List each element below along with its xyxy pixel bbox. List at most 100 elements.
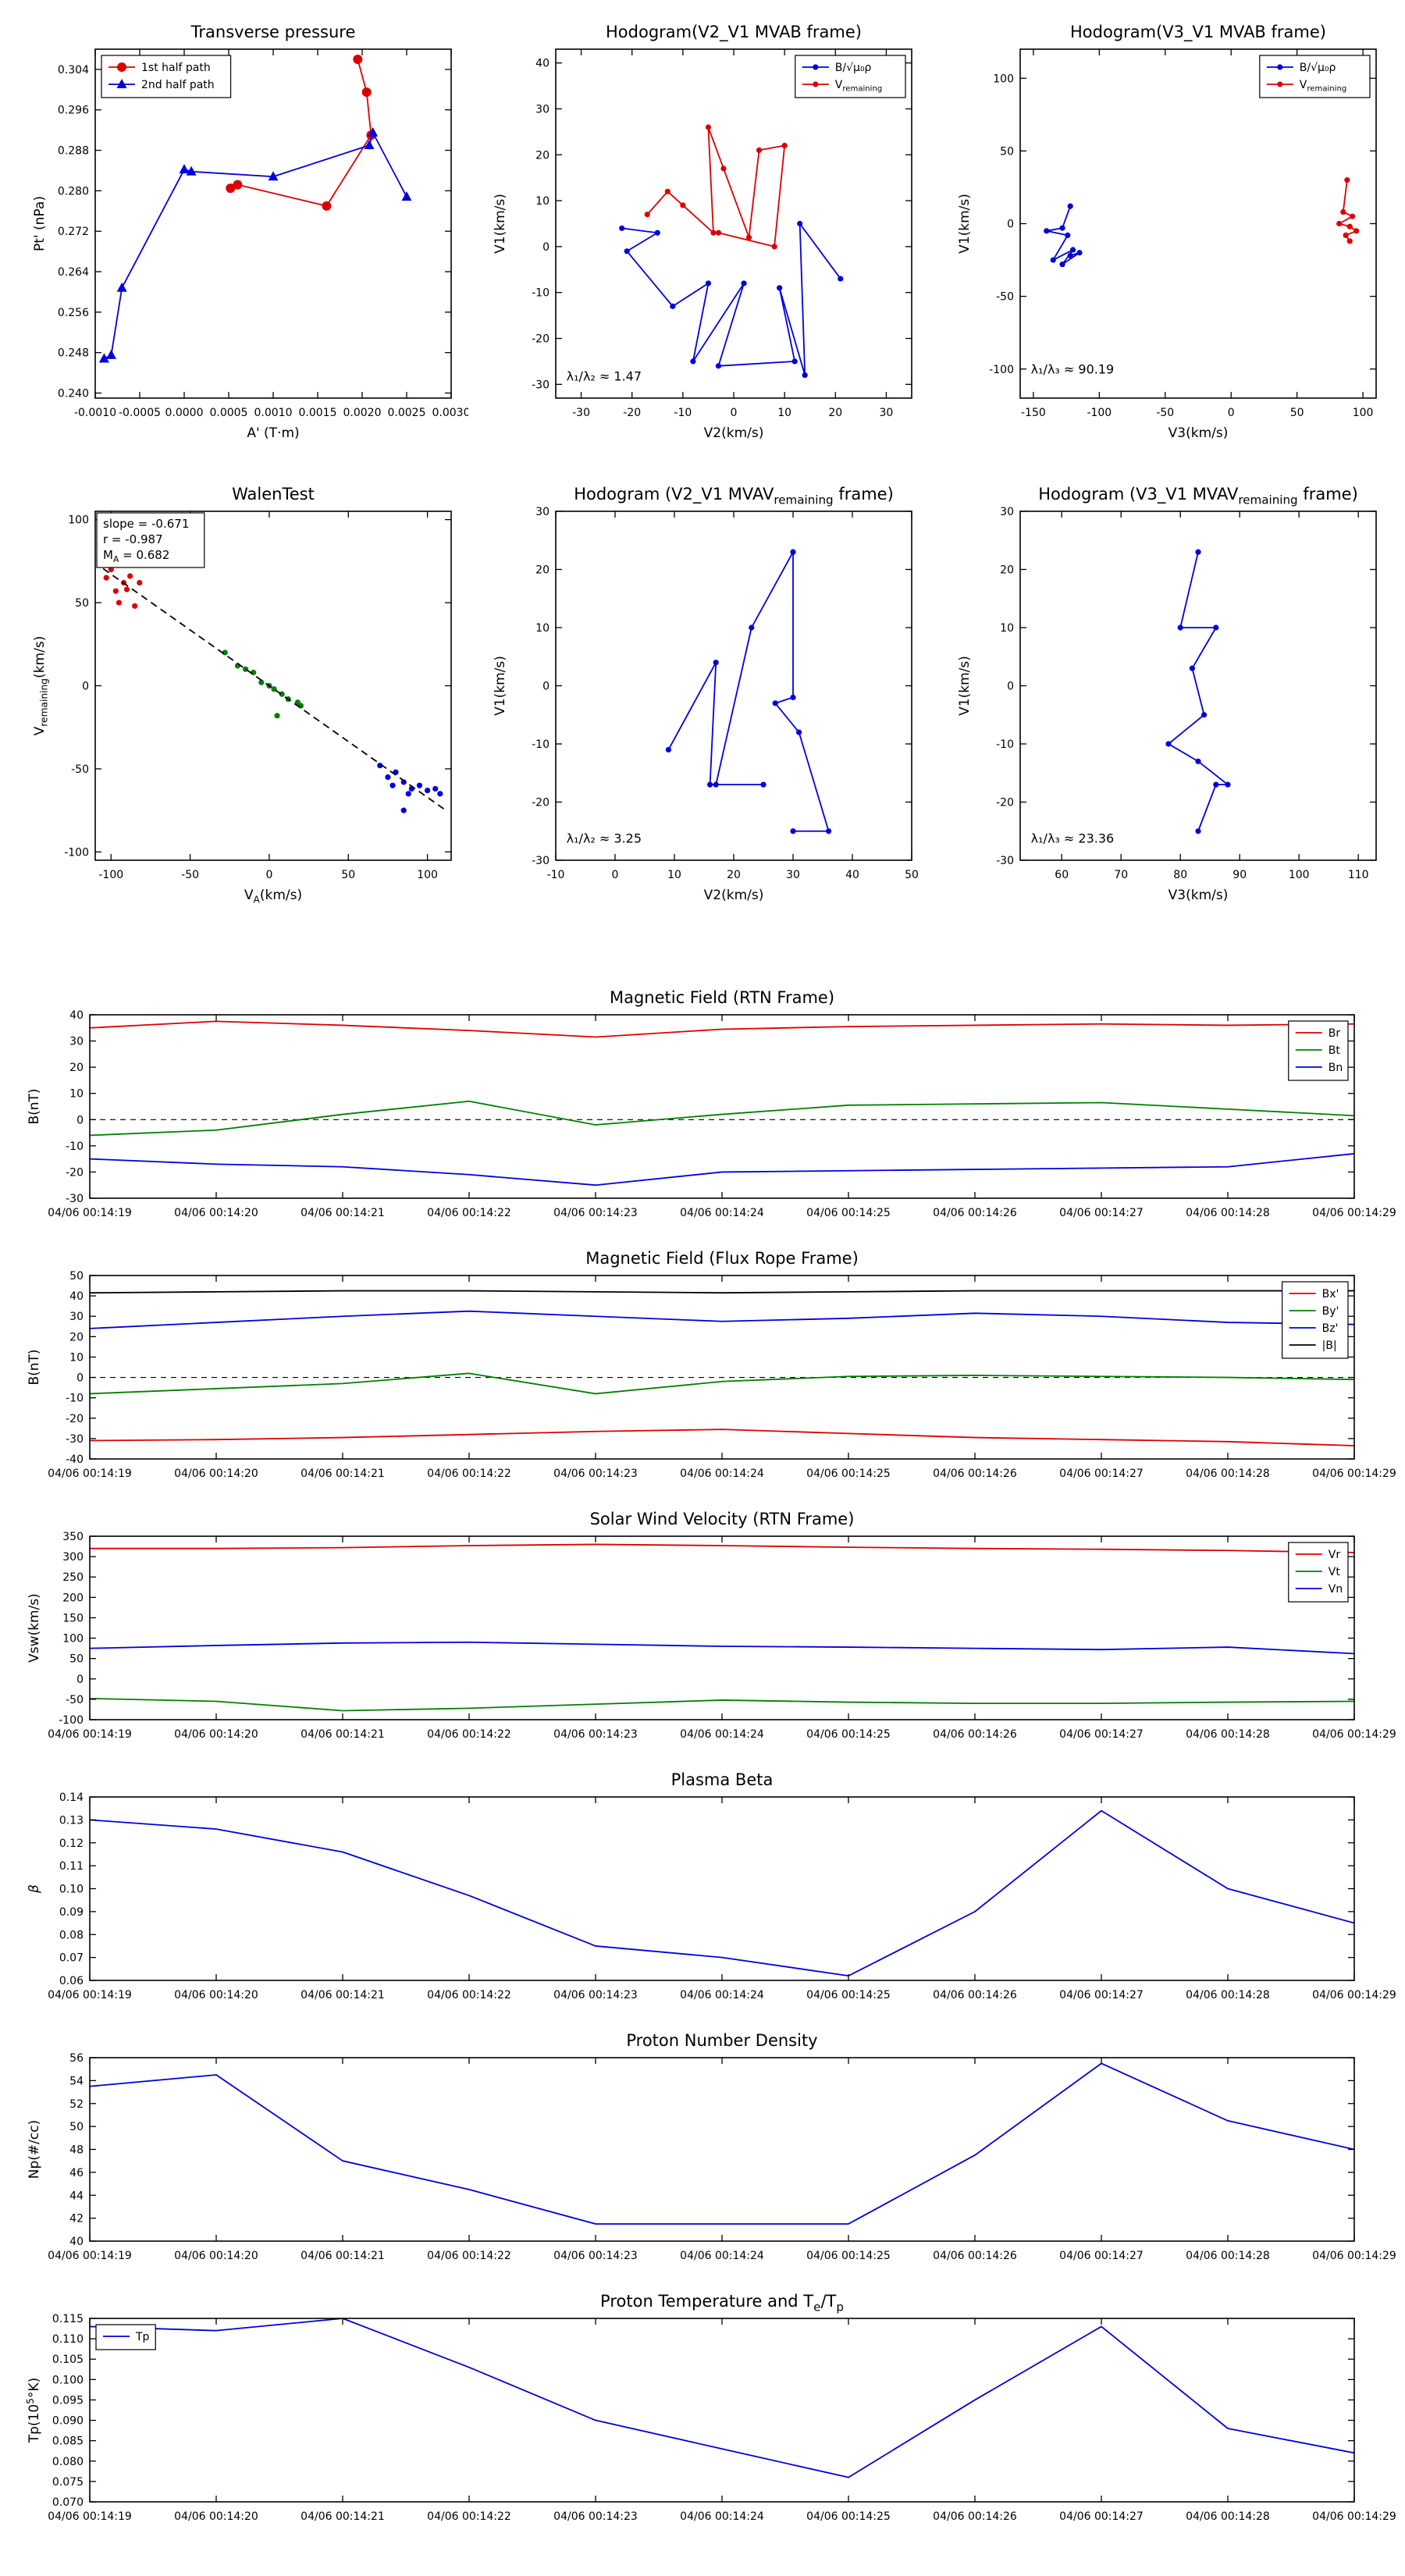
- svg-text:30: 30: [535, 506, 550, 518]
- svg-text:100: 100: [62, 1633, 84, 1646]
- svg-text:Vremaining​: Vremaining​: [1300, 79, 1346, 94]
- svg-text:56: 56: [69, 2052, 84, 2065]
- chart-hodogram-v2v1-mvav: Hodogram (V2_V1 MVAVremaining​ frame) -10…: [468, 476, 929, 913]
- svg-text:WalenTest: WalenTest: [232, 485, 315, 503]
- svg-text:Hodogram(V3_V1 MVAB frame): Hodogram(V3_V1 MVAB frame): [1070, 23, 1326, 42]
- svg-text:VA​(km/s): VA​(km/s): [244, 888, 302, 905]
- svg-text:100: 100: [1289, 869, 1310, 881]
- chart-hodogram-v3v1-mvab: Hodogram(V3_V1 MVAB frame) -150 -100 -50 0 50…: [933, 14, 1393, 451]
- svg-text:-10: -10: [532, 287, 550, 300]
- svg-text:04/06 00:14:26: 04/06 00:14:26: [933, 2510, 1017, 2523]
- svg-text:04/06 00:14:23: 04/06 00:14:23: [553, 2510, 638, 2523]
- svg-text:50: 50: [341, 869, 355, 881]
- svg-text:04/06 00:14:23: 04/06 00:14:23: [553, 1989, 638, 2001]
- svg-text:04/06 00:14:27: 04/06 00:14:27: [1059, 2250, 1144, 2262]
- svg-text:Magnetic Field (RTN Frame): Magnetic Field (RTN Frame): [610, 988, 834, 1007]
- svg-text:04/06 00:14:29: 04/06 00:14:29: [1312, 2510, 1396, 2523]
- svg-text:0.10: 0.10: [59, 1884, 84, 1896]
- svg-text:04/06 00:14:21: 04/06 00:14:21: [301, 1468, 385, 1480]
- svg-text:-30: -30: [532, 855, 550, 867]
- svg-text:-30: -30: [996, 855, 1014, 867]
- svg-text:04/06 00:14:19: 04/06 00:14:19: [48, 2510, 132, 2523]
- svg-text:V1(km/s): V1(km/s): [493, 194, 508, 254]
- svg-text:0.095: 0.095: [52, 2394, 84, 2407]
- plot-hodogram-v3v1-mvav: Hodogram (V3_V1 MVAVremaining​ frame) 60 7…: [957, 485, 1377, 903]
- svg-text:Vremaining​(km/s): Vremaining​(km/s): [32, 636, 49, 736]
- svg-text:V1(km/s): V1(km/s): [957, 656, 973, 716]
- svg-text:04/06 00:14:26: 04/06 00:14:26: [933, 1989, 1017, 2001]
- svg-text:Bz': Bz': [1322, 1322, 1339, 1335]
- svg-text:-30: -30: [532, 379, 550, 391]
- svg-text:0: 0: [76, 1372, 84, 1385]
- svg-text:04/06 00:14:25: 04/06 00:14:25: [806, 2250, 891, 2262]
- svg-text:30: 30: [69, 1036, 84, 1048]
- svg-text:50: 50: [69, 1653, 84, 1666]
- svg-text:04/06 00:14:24: 04/06 00:14:24: [680, 1468, 764, 1480]
- svg-text:0: 0: [265, 869, 272, 881]
- svg-text:slope = -0.671: slope = -0.671: [103, 517, 189, 531]
- svg-text:0: 0: [731, 407, 738, 419]
- svg-text:Solar Wind Velocity (RTN Frame: Solar Wind Velocity (RTN Frame): [590, 1510, 855, 1528]
- svg-text:Br: Br: [1329, 1027, 1341, 1040]
- svg-text:04/06 00:14:20: 04/06 00:14:20: [174, 1989, 258, 2001]
- svg-text:0.110: 0.110: [52, 2333, 84, 2346]
- svg-text:10: 10: [667, 869, 681, 881]
- svg-text:04/06 00:14:20: 04/06 00:14:20: [174, 1207, 258, 1219]
- svg-text:0: 0: [76, 1674, 84, 1686]
- svg-text:0.080: 0.080: [52, 2456, 84, 2468]
- svg-text:60: 60: [1055, 869, 1069, 881]
- svg-text:r = -0.987: r = -0.987: [103, 532, 163, 546]
- svg-text:-50: -50: [181, 869, 199, 881]
- svg-text:04/06 00:14:29: 04/06 00:14:29: [1312, 1989, 1396, 2001]
- plot-mag-fluxrope: Magnetic Field (Flux Rope Frame) 04/06 00…: [27, 1249, 1396, 1480]
- svg-text:λ₁/λ₃ ≈ 90.19: λ₁/λ₃ ≈ 90.19: [1031, 362, 1115, 377]
- svg-text:48: 48: [69, 2144, 84, 2157]
- svg-text:0.0030: 0.0030: [432, 407, 469, 419]
- svg-text:30: 30: [535, 103, 550, 116]
- svg-text:0.0000: 0.0000: [165, 407, 204, 419]
- svg-text:20: 20: [535, 564, 550, 577]
- svg-text:04/06 00:14:28: 04/06 00:14:28: [1186, 2250, 1270, 2262]
- svg-text:Plasma Beta: Plasma Beta: [671, 1770, 774, 1789]
- svg-text:0.0025: 0.0025: [388, 407, 426, 419]
- svg-text:Bn: Bn: [1329, 1062, 1343, 1074]
- svg-text:0.08: 0.08: [59, 1929, 84, 1941]
- svg-text:0.296: 0.296: [58, 105, 89, 117]
- svg-text:B/√μ₀ρ: B/√μ₀ρ: [835, 62, 872, 74]
- svg-text:-0.0005: -0.0005: [119, 407, 161, 419]
- svg-text:04/06 00:14:29: 04/06 00:14:29: [1312, 2250, 1396, 2262]
- svg-text:0: 0: [1228, 407, 1235, 419]
- svg-text:V1(km/s): V1(km/s): [957, 194, 973, 254]
- plot-vsw-rtn: Solar Wind Velocity (RTN Frame) 04/06 00:…: [27, 1510, 1396, 1741]
- svg-text:04/06 00:14:26: 04/06 00:14:26: [933, 1468, 1017, 1480]
- chart-proton-density: Proton Number Density 04/06 00:14:19 04/06…: [0, 2023, 1405, 2272]
- svg-text:0.06: 0.06: [59, 1975, 84, 1987]
- svg-text:-100: -100: [1087, 407, 1112, 419]
- svg-text:200: 200: [62, 1592, 84, 1604]
- svg-text:04/06 00:14:24: 04/06 00:14:24: [680, 2510, 764, 2523]
- svg-text:42: 42: [69, 2213, 84, 2226]
- svg-text:A' (T·m): A' (T·m): [247, 425, 299, 441]
- svg-text:70: 70: [1114, 869, 1128, 881]
- svg-text:04/06 00:14:23: 04/06 00:14:23: [553, 2250, 638, 2262]
- svg-text:Bx': Bx': [1322, 1288, 1339, 1300]
- plot-mag-rtn: Magnetic Field (RTN Frame) 04/06 00:14:19…: [27, 988, 1396, 1219]
- svg-text:-50: -50: [996, 291, 1014, 304]
- svg-text:04/06 00:14:23: 04/06 00:14:23: [553, 1207, 638, 1219]
- svg-text:-10: -10: [547, 869, 565, 881]
- plot-hodogram-v2v1-mvab: Hodogram(V2_V1 MVAB frame) -30 -20 -10 0 10 20…: [493, 23, 912, 441]
- svg-text:04/06 00:14:25: 04/06 00:14:25: [806, 1468, 891, 1480]
- svg-text:04/06 00:14:27: 04/06 00:14:27: [1059, 1989, 1144, 2001]
- svg-text:0: 0: [542, 241, 550, 254]
- svg-text:-20: -20: [532, 333, 550, 346]
- svg-text:0: 0: [1007, 219, 1014, 231]
- svg-text:-50: -50: [1156, 407, 1174, 419]
- svg-text:40: 40: [845, 869, 859, 881]
- chart-proton-temperature: Proton Temperature and Te​/Tp​ 04/06 00:1…: [0, 2283, 1405, 2533]
- chart-magnetic-field-fluxrope: Magnetic Field (Flux Rope Frame) 04/06 00…: [0, 1240, 1405, 1490]
- svg-text:V2(km/s): V2(km/s): [704, 425, 764, 441]
- svg-text:04/06 00:14:22: 04/06 00:14:22: [427, 2510, 511, 2523]
- svg-text:04/06 00:14:29: 04/06 00:14:29: [1312, 1207, 1396, 1219]
- svg-text:0.304: 0.304: [58, 64, 89, 76]
- svg-text:150: 150: [62, 1612, 84, 1624]
